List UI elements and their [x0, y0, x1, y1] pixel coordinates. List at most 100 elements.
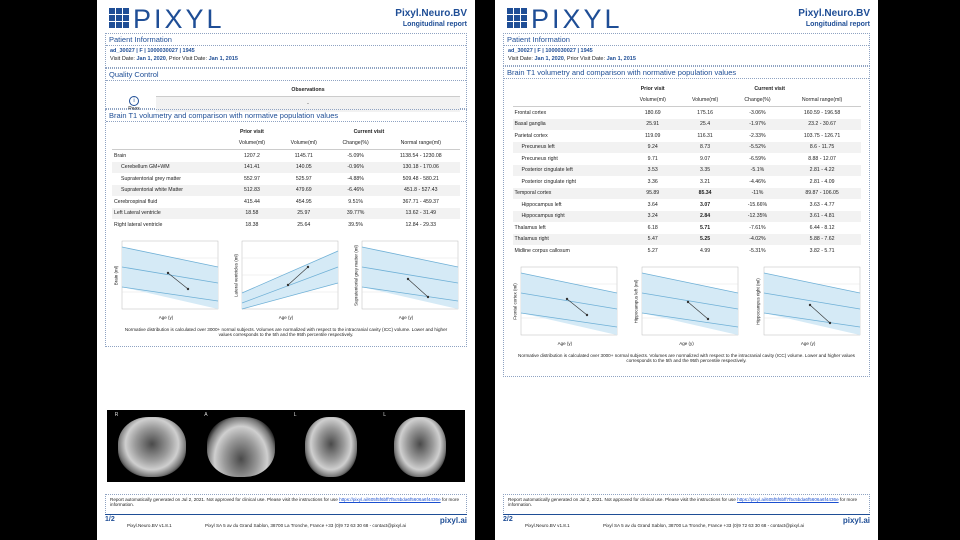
volume-cell: -7.61% — [749, 224, 766, 231]
volume-cell: 552.97 — [243, 175, 260, 182]
info-icon: i — [129, 96, 139, 106]
percentile-line — [520, 272, 617, 293]
volumetry-table: Prior visit Current visit Volume(ml) Volume… — [112, 126, 460, 231]
volume-cell: -15.66% — [747, 201, 768, 208]
corner — [513, 83, 627, 95]
volume-cell: -0.96% — [347, 164, 364, 171]
structure-name: Midline corpus callosum — [514, 247, 570, 254]
patient-trend — [809, 304, 831, 323]
version: Pixyl.Neuro.BV v1.8.1 — [525, 523, 570, 528]
structure-name: Cerebrospinal fluid — [114, 198, 158, 205]
report-page: PIXYL Pixyl.Neuro.BV Longitudinal report Pa… — [97, 0, 475, 540]
chart-plot — [361, 240, 459, 309]
brand: PIXYL — [531, 4, 623, 34]
patient-point — [186, 287, 190, 290]
volume-row: Left Lateral ventricle 18.58 25.97 39.77% 13… — [112, 207, 460, 219]
brain-image — [207, 417, 276, 477]
volume-row: Precuneus right 9.71 9.07 -6.59% 8.88 - 12.0… — [513, 153, 861, 165]
group-header: Prior visit Current visit — [513, 83, 861, 95]
instructions-link[interactable]: https://pixyl.ai/605f5f6bff7f5c5bda6f560… — [737, 497, 839, 502]
y-axis-label: Hippocampus left (ml) — [633, 279, 639, 323]
volume-cell: 18.38 — [245, 221, 259, 228]
volume-cell: -1.97% — [749, 121, 766, 128]
percentile-line — [121, 246, 219, 267]
volume-cell: -4.46% — [749, 178, 766, 185]
patient-point — [286, 283, 290, 286]
volume-cell: 13.62 - 31.49 — [405, 210, 437, 217]
instructions-link[interactable]: https://pixyl.ai/605f5f6bff7f5c5bda6f560… — [339, 497, 441, 502]
volume-cell: 25.64 — [297, 221, 311, 228]
volume-cell: 119.09 — [644, 132, 661, 139]
volume-cell: -4.02% — [749, 236, 766, 243]
patient-trend — [566, 298, 588, 315]
visit-date: Jan 1, 2020 — [534, 56, 564, 62]
logo-square — [521, 15, 527, 21]
volume-row: Posterior cingulate right 3.36 3.21 -4.46% 2… — [513, 176, 861, 188]
mri-slice: L — [380, 411, 460, 481]
patient-trend — [167, 272, 189, 289]
footer-box: Report automatically generated on Jul 2,… — [503, 494, 870, 515]
patient-point — [406, 277, 410, 280]
section-title: Patient Information — [504, 34, 869, 46]
volume-cell: -3.06% — [749, 109, 766, 116]
volume-cell: 479.69 — [295, 187, 312, 194]
volume-cell: 3.63 - 4.77 — [809, 201, 835, 208]
logo-square — [507, 15, 513, 21]
volume-row: Right lateral ventricle 18.38 25.64 39.5% 12… — [112, 219, 460, 231]
volume-row: Frontal cortex 180.69 175.16 -3.06% 160.59 -… — [513, 107, 861, 119]
volume-cell: 8.73 — [700, 144, 711, 151]
chart-plot — [763, 266, 861, 335]
product-name: Pixyl.Neuro.BV — [395, 8, 467, 19]
structure-name: Precuneus left — [521, 144, 555, 151]
logo-square — [514, 8, 520, 14]
chart-row: Brain (ml) Age (y) Lateral ventricles (ml)… — [106, 237, 466, 325]
volume-cell: 2.84 — [700, 213, 711, 220]
volume-cell: 39.77% — [346, 210, 365, 217]
volume-cell: 6.44 - 8.12 — [809, 224, 835, 231]
volume-cell: 25.4 — [700, 121, 711, 128]
column-label: Volume(ml) — [678, 94, 732, 107]
structure-name: Thalamus right — [514, 236, 549, 243]
qc-header: Observations — [112, 84, 460, 97]
orientation-label: L — [383, 412, 387, 418]
structure-name: Posterior cingulate right — [521, 178, 577, 185]
volume-cell: 3.82 - 5.71 — [809, 247, 835, 254]
mri-slice: R — [112, 411, 192, 481]
section-title: Brain T1 volumetry and comparison with n… — [106, 110, 466, 122]
percentile-line — [764, 312, 861, 327]
orientation-label: L — [293, 412, 297, 418]
bottom-bar: 1/2 Pixyl.Neuro.BV v1.8.1 Pixyl SA 5 av du… — [105, 514, 467, 528]
logo-square — [109, 22, 115, 28]
column-label: Normal range(ml) — [381, 137, 460, 150]
logo-square — [123, 22, 129, 28]
logo-square — [109, 15, 115, 21]
volume-cell: 3.24 — [647, 213, 658, 220]
percentile-line — [241, 266, 339, 303]
section-title: Quality Control — [106, 69, 466, 81]
structure-name: Posterior cingulate left — [521, 167, 573, 174]
address: Pixyl SA 5 av du Grand Sablon, 38700 La … — [205, 523, 406, 528]
column-label: Volume(ml) — [626, 94, 679, 107]
normal-band — [362, 246, 458, 309]
patient-point — [585, 313, 589, 316]
volume-cell: 5.71 — [700, 224, 711, 231]
percentile-line — [361, 246, 459, 267]
volume-cell: 3.36 — [647, 178, 658, 185]
trend-chart: Hippocampus right (ml) Age (y) — [752, 263, 864, 351]
normal-band — [764, 272, 861, 335]
volume-row: Parietal cortex 119.09 116.31 -2.33% 103.75 … — [513, 130, 861, 142]
volume-cell: 25.97 — [297, 210, 311, 217]
patient-point — [687, 300, 690, 303]
volume-row: Brain 1207.2 1145.71 -5.09% 1138.54 - 1230.0… — [112, 150, 460, 162]
group-current: Current visit — [754, 85, 785, 92]
product-name: Pixyl.Neuro.BV — [798, 8, 870, 19]
volume-cell: -5.1% — [750, 167, 765, 174]
qc-corner — [112, 84, 156, 96]
structure-name: Precuneus right — [521, 155, 558, 162]
x-axis-label: Age (y) — [398, 314, 414, 320]
column-label: Volume(ml) — [277, 137, 330, 150]
trend-chart: Frontal cortex (ml) Age (y) — [509, 263, 621, 351]
version: Pixyl.Neuro.BV v1.8.1 — [127, 523, 172, 528]
volume-cell: 8.88 - 12.07 — [808, 155, 836, 162]
prior-date: Jan 1, 2015 — [208, 56, 238, 62]
